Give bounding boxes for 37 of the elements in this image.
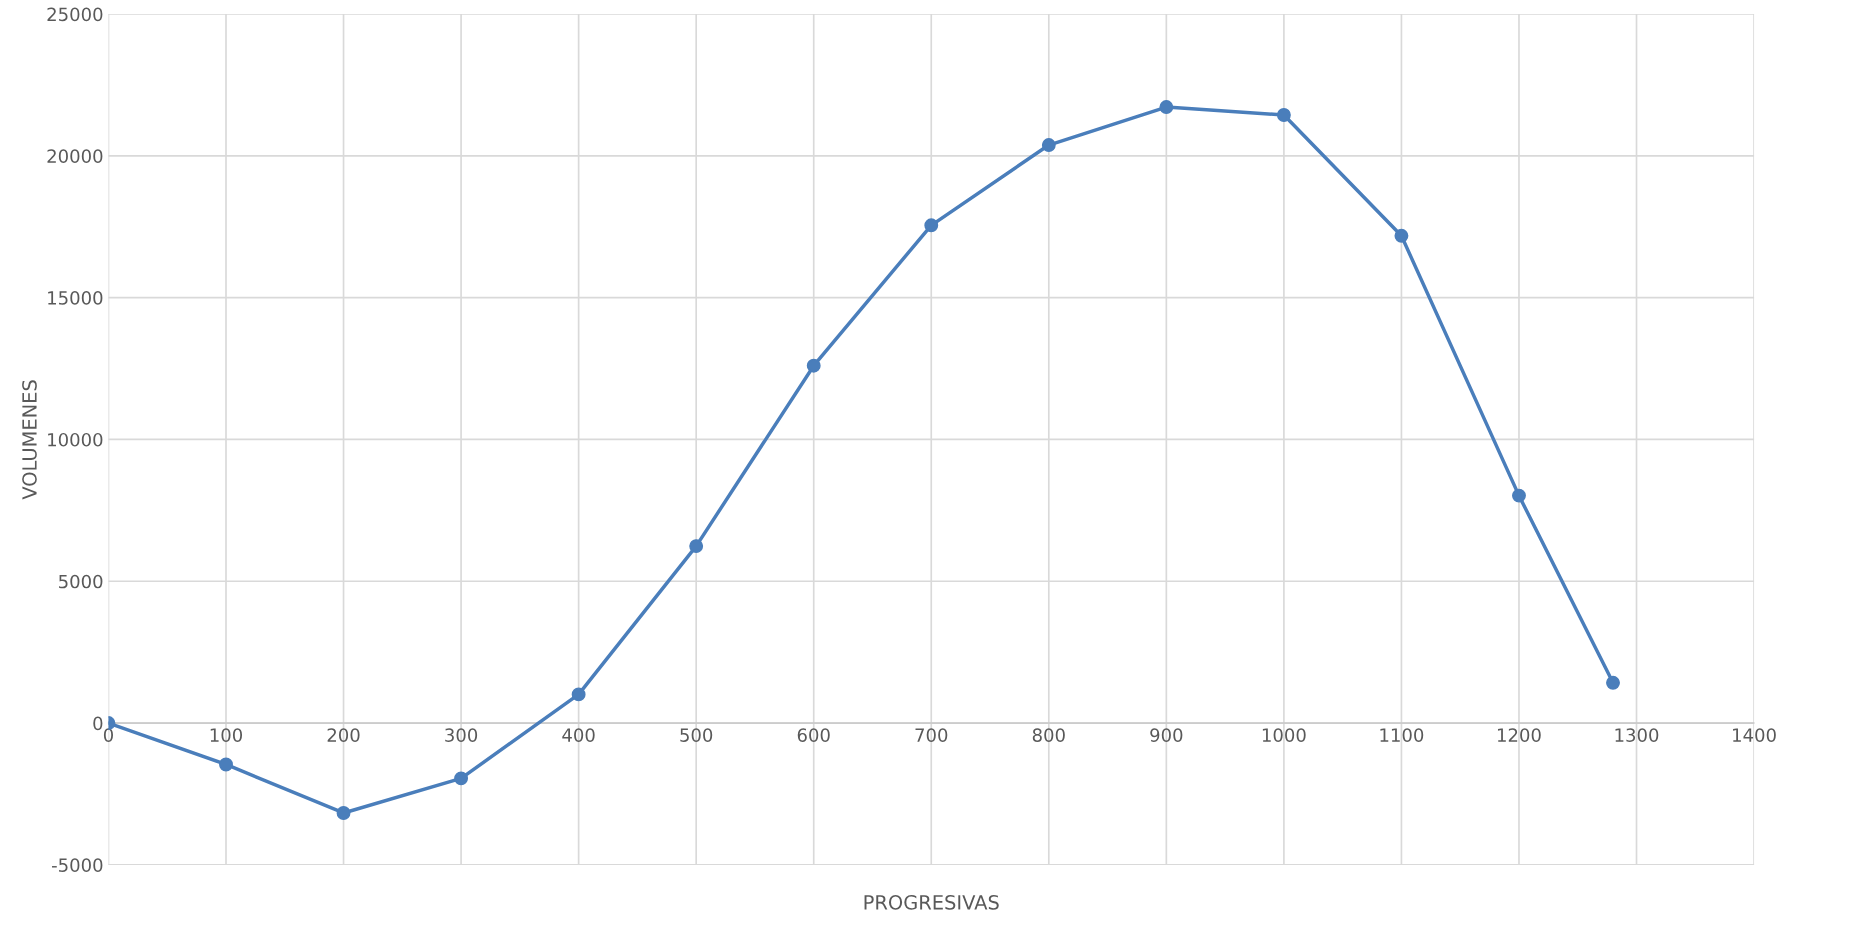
point: [454, 771, 469, 786]
y-tick-label: 5000: [59, 574, 103, 589]
point: [1041, 138, 1056, 153]
point: [924, 218, 939, 233]
x-tick-label: 1000: [1262, 728, 1306, 742]
y-tick-label: -5000: [52, 858, 103, 872]
y-axis-title: VOLUMENES: [22, 380, 37, 500]
x-tick-label: 800: [1032, 728, 1065, 742]
y-tick-label: 10000: [48, 432, 103, 447]
x-tick-label: 600: [797, 728, 830, 742]
point: [1276, 108, 1291, 122]
point: [571, 687, 586, 702]
point: [1512, 488, 1526, 503]
x-tick-label: 100: [210, 728, 243, 742]
x-tick-label: 1200: [1497, 728, 1541, 742]
x-tick-label: 200: [327, 728, 360, 742]
x-tick-label: 700: [915, 728, 948, 742]
y-tick-label: 20000: [47, 149, 103, 163]
x-tick-label: 1300: [1615, 728, 1659, 742]
y-tick-label: 0: [93, 716, 103, 731]
point: [336, 806, 351, 820]
point: [1159, 100, 1174, 114]
x-tick-label: 900: [1150, 728, 1183, 742]
point: [689, 539, 704, 554]
point: [806, 358, 821, 373]
y-tick-label: 25000: [47, 7, 103, 22]
point: [1394, 228, 1409, 243]
x-tick-label: 1400: [1733, 728, 1776, 742]
point: [1606, 675, 1620, 690]
x-tick-label: 500: [680, 728, 713, 742]
x-tick-label: 0: [103, 728, 113, 742]
x-tick-label: 1100: [1380, 728, 1424, 742]
x-tick-label: 400: [562, 728, 595, 742]
x-axis-title: PROGRESIVAS: [864, 895, 999, 910]
y-tick-label: 15000: [48, 291, 103, 305]
x-tick-label: 300: [445, 728, 478, 742]
point: [219, 757, 233, 772]
